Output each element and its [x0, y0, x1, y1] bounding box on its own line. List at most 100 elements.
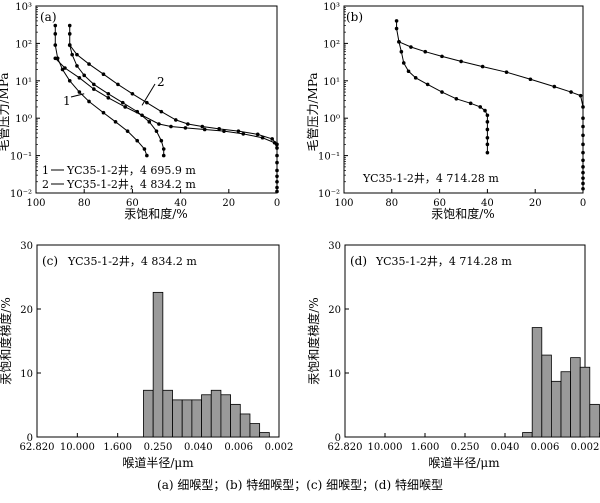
panel-a-xtick-label: 20 — [222, 198, 235, 209]
panel-a-series-point-1 — [145, 153, 149, 158]
panel-b-series-point-2 — [581, 150, 585, 155]
panel-b-series-point-2 — [528, 77, 533, 82]
panel-a-series-point-1 — [101, 110, 106, 115]
panel-b-series-point-1 — [406, 69, 411, 74]
panel-a-series-point-4 — [222, 129, 226, 133]
panel-d-bar — [551, 380, 562, 438]
panel-a-series-point-3 — [217, 127, 221, 131]
panel-b-capillary-pressure-chart: 毛管压力/MPa 汞饱和度/% (b) YC35-1-2井，4 714.28 m… — [305, 2, 586, 221]
panel-a-series-point-4 — [275, 168, 279, 173]
panel-a-series-point-4 — [275, 185, 279, 190]
panel-a-series-point-4 — [63, 66, 67, 70]
panel-b-series-line-2 — [398, 41, 584, 189]
panel-c-xtick-label: 0.250 — [144, 442, 173, 453]
panel-b-xtick-label: 80 — [385, 198, 398, 209]
panel-a-series-point-4 — [123, 105, 127, 109]
panel-a-ytick-label: 10⁰ — [15, 114, 32, 125]
panel-c-ytick-label: 20 — [20, 305, 33, 316]
panel-a-series-point-2 — [161, 147, 166, 151]
panel-c-bar — [230, 403, 241, 438]
panel-a-series-point-1 — [135, 138, 140, 143]
panel-b-series-point-2 — [569, 90, 573, 94]
panel-c-xtick-label: 0.040 — [184, 442, 213, 453]
panel-a-series-point-1 — [142, 147, 147, 151]
panel-a-series-point-4 — [275, 146, 279, 150]
panel-b-xtick-label: 60 — [433, 198, 446, 209]
figure-caption: (a) 细喉型；(b) 特细喉型；(c) 细喉型；(d) 特细喉型 — [157, 478, 443, 492]
panel-a-series-point-4 — [202, 127, 207, 132]
panel-a-series-line-2 — [69, 25, 165, 156]
panel-c-bar — [210, 389, 222, 438]
panel-b-series-point-2 — [552, 84, 557, 89]
panel-a-series-point-3 — [173, 118, 178, 122]
panel-a-series-point-3 — [75, 52, 79, 57]
panel-a-curve-label-1-leader — [70, 93, 85, 98]
panel-a-legend-index-2: 2 — [42, 178, 49, 191]
panel-d-ylabel: 汞饱和度梯度/% — [306, 297, 321, 384]
panel-a-xtick-label: 40 — [174, 198, 187, 209]
panel-b-series-point-1 — [413, 76, 418, 80]
panel-a-series-point-4 — [53, 56, 58, 61]
panel-a-series-point-2 — [70, 52, 74, 57]
panel-b-series-point-2 — [581, 170, 585, 175]
panel-c-label: (c) — [42, 254, 58, 268]
panel-b-label: (b) — [346, 10, 363, 24]
panel-c-bar — [191, 399, 202, 438]
panel-a-series-point-4 — [77, 76, 82, 80]
panel-a-series-point-4 — [157, 122, 161, 126]
panel-d-xtick-label: 0.040 — [491, 442, 520, 453]
panel-d-xtick-label: 0.006 — [531, 442, 560, 453]
panel-a-curve-label-1: 1 — [63, 94, 71, 108]
panel-b-ytick-label: 10⁻² — [318, 189, 340, 200]
panel-b-series-point-1 — [440, 90, 444, 94]
panel-c-xtick-label: 62.820 — [20, 442, 55, 453]
panel-d-label: (d) — [350, 254, 367, 268]
panel-b-annotation: YC35-1-2井，4 714.28 m — [362, 171, 499, 185]
panel-b-series-point-2 — [459, 59, 463, 64]
panel-b-series-point-2 — [440, 54, 444, 59]
panel-a-series-point-1 — [87, 99, 91, 104]
panel-a-series-point-2 — [82, 73, 86, 78]
panel-b-series-point-2 — [409, 45, 413, 49]
panel-b-series-point-1 — [485, 113, 490, 118]
panel-a-series-point-2 — [67, 23, 72, 28]
panel-a-series-point-1 — [53, 43, 58, 47]
panel-b-series-point-2 — [504, 70, 509, 74]
panel-a-ytick-label: 10¹ — [15, 77, 32, 88]
panel-a-series-point-4 — [275, 160, 279, 165]
panel-b-series-point-2 — [581, 158, 585, 163]
panel-c-bar — [152, 291, 164, 438]
panel-b-series-point-2 — [480, 64, 485, 69]
panel-b-xtick-label: 40 — [481, 198, 494, 209]
panel-c-bar — [181, 399, 193, 438]
panel-d-bar — [589, 403, 600, 438]
panel-a-series-point-3 — [145, 100, 149, 105]
panel-a-series-point-4 — [272, 140, 277, 145]
panel-a-xtick-label: 0 — [274, 198, 280, 209]
panel-a-series-point-2 — [106, 91, 111, 96]
panel-a-series-point-4 — [241, 132, 246, 136]
panel-c-bar — [249, 423, 261, 438]
panel-a-series-point-3 — [130, 91, 135, 96]
panel-a-legend: 1 YC35-1-2井，4 695.9 m 2 YC35-1-2井，4 834.… — [42, 163, 196, 191]
panel-a-legend-index-1: 1 — [42, 164, 49, 177]
panel-b-series-point-1 — [394, 26, 399, 31]
panel-a-series-point-1 — [113, 120, 118, 124]
panel-b-ytick-label: 10² — [323, 39, 340, 50]
panel-c-xlabel: 喉道半径/μm — [122, 456, 194, 470]
panel-b-series-point-1 — [485, 127, 490, 132]
panel-a-series-point-3 — [116, 82, 120, 87]
panel-b-series-point-2 — [581, 181, 585, 186]
panel-c-ytick-label: 10 — [20, 369, 33, 380]
panel-a-curve-label-2-leader — [141, 83, 156, 106]
panel-a-series-point-4 — [260, 135, 265, 140]
panel-d-xtick-label: 1.600 — [411, 442, 440, 453]
panel-d-ytick-label: 30 — [328, 241, 341, 252]
panel-c-bar — [201, 394, 212, 438]
panel-a-series-point-2 — [154, 129, 159, 133]
panel-a-series-point-4 — [275, 189, 279, 194]
panel-b-ytick-label: 10³ — [323, 2, 340, 13]
panel-a-series-point-3 — [159, 109, 164, 114]
panel-d-bar — [570, 357, 581, 438]
panel-b-ytick-label: 10⁰ — [323, 114, 340, 125]
